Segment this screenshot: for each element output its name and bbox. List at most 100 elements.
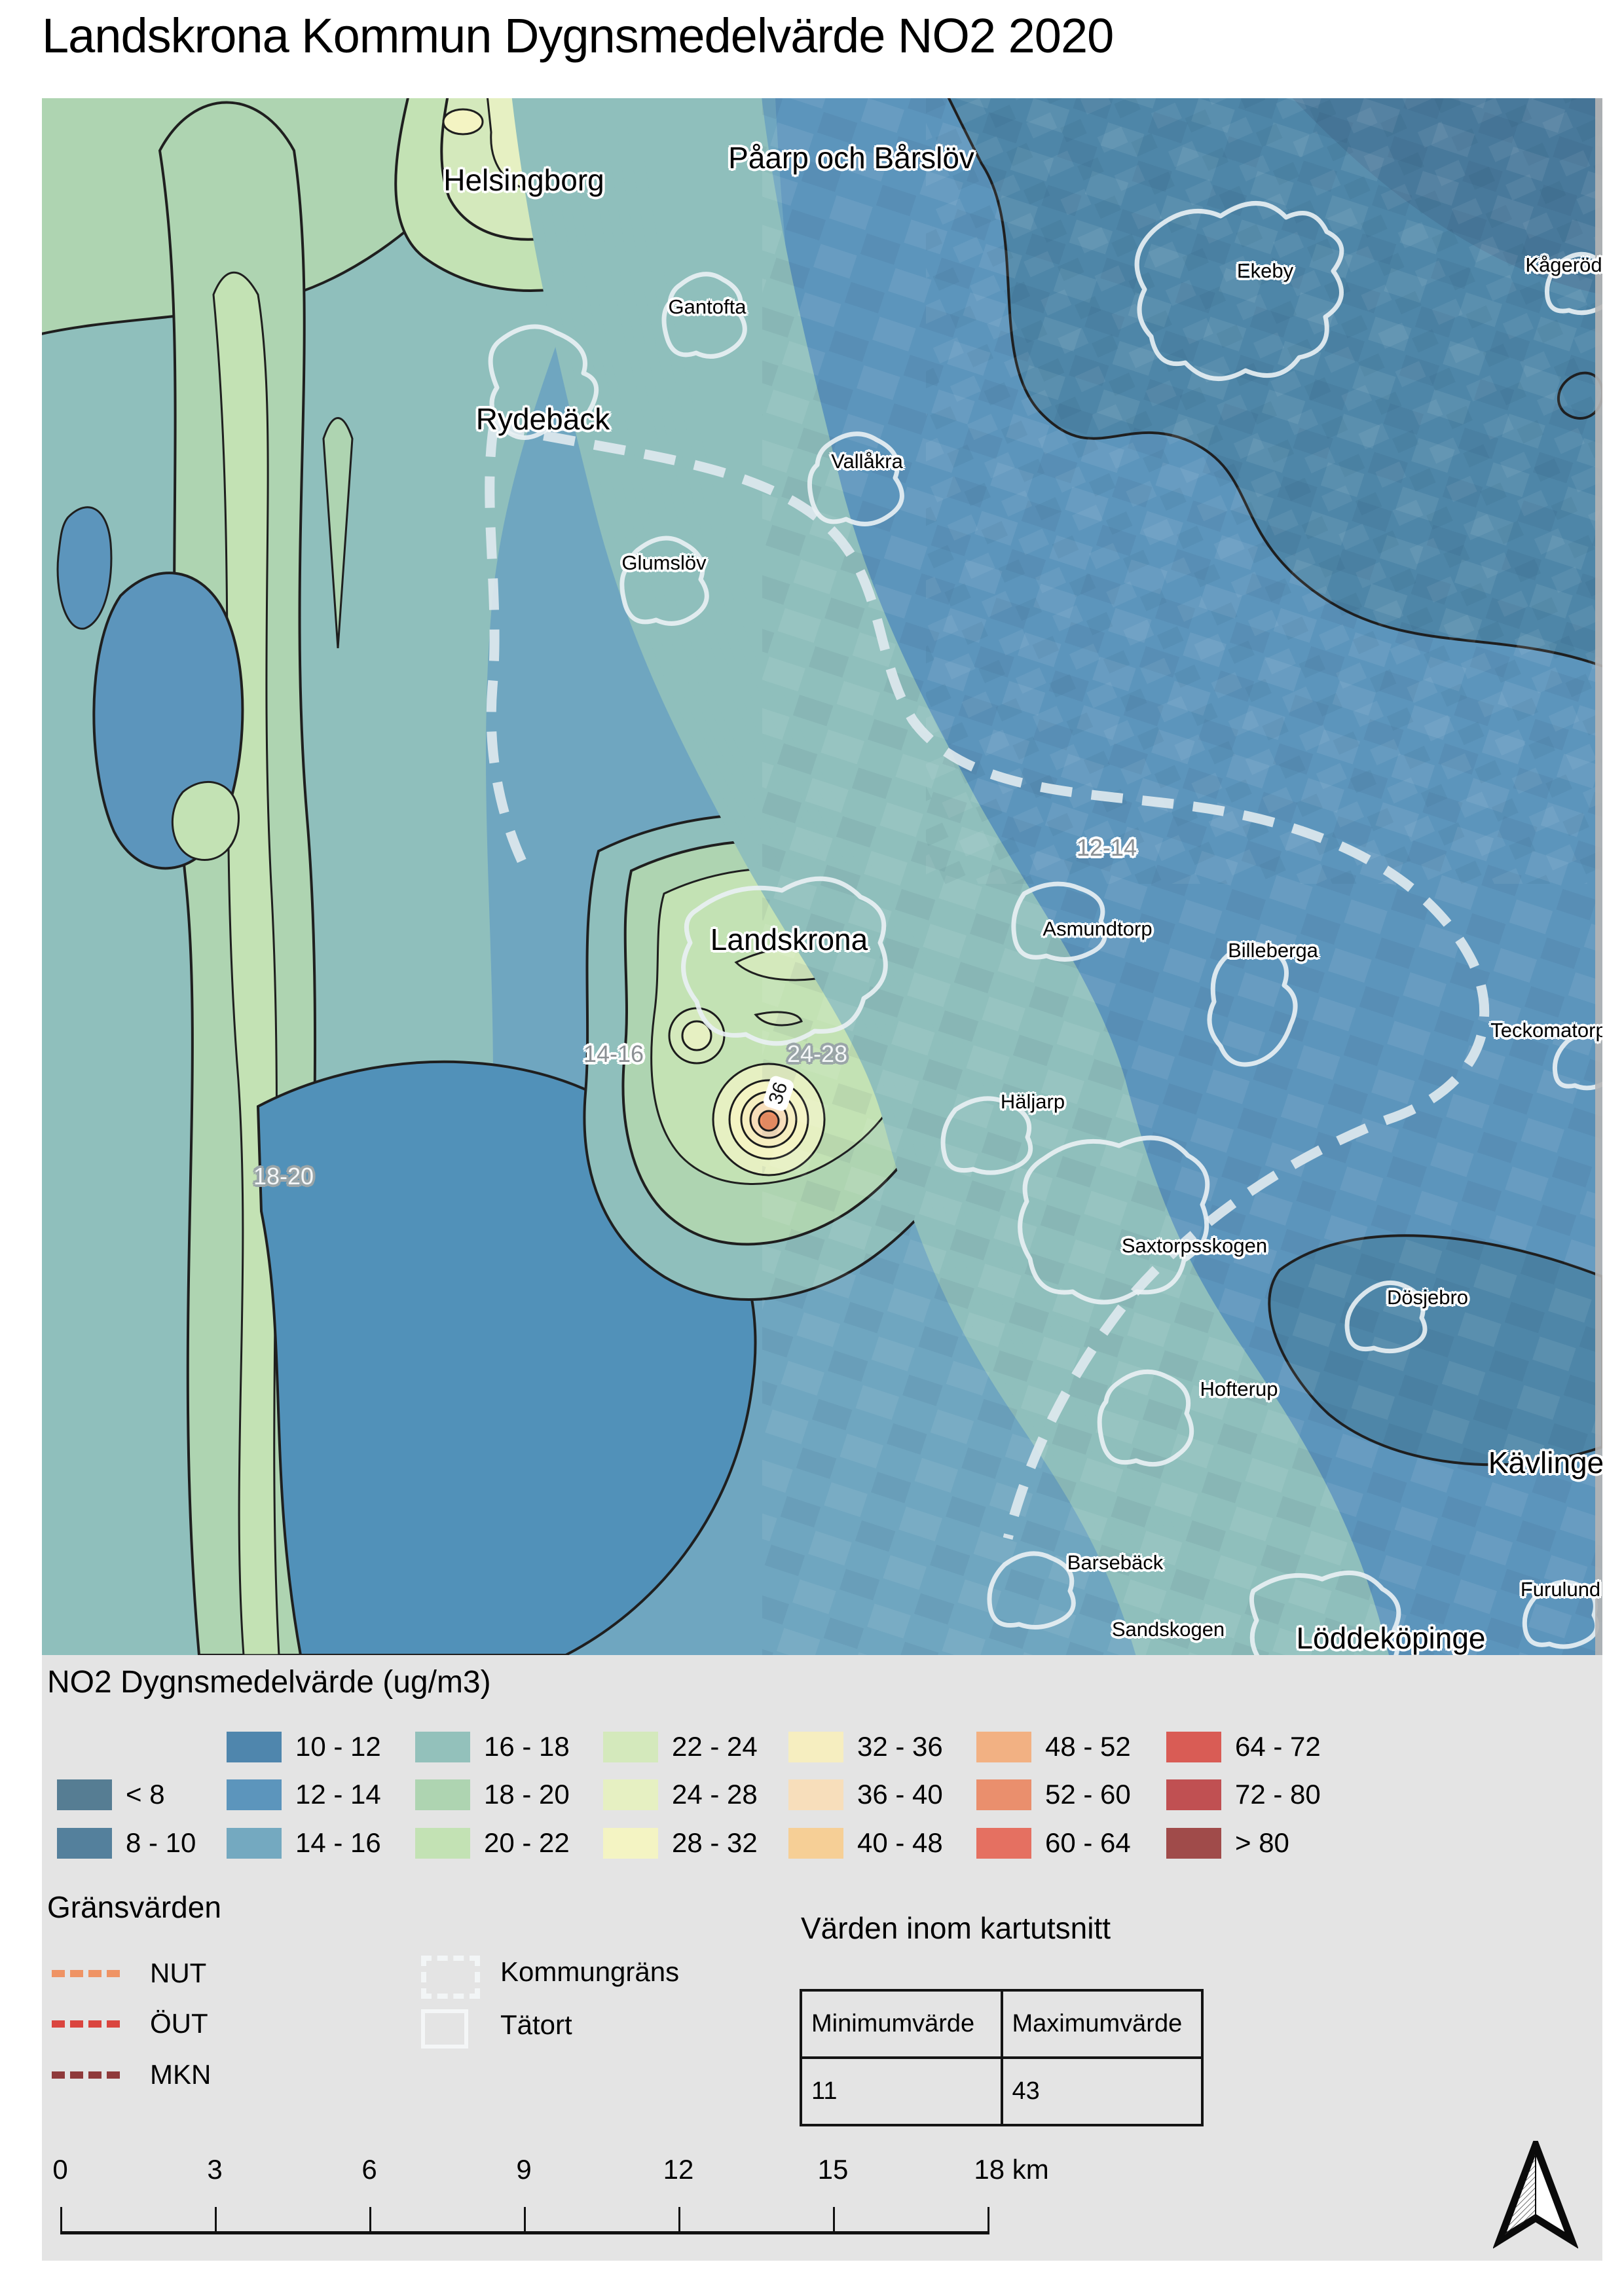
legend-class-label: 16 - 18 — [484, 1731, 570, 1762]
legend-swatch — [415, 1828, 470, 1859]
legend-swatch — [227, 1779, 282, 1810]
dash — [52, 2071, 65, 2079]
legend-swatch — [788, 1779, 843, 1810]
legend-class-label: 10 - 12 — [295, 1731, 381, 1762]
legend-swatch — [788, 1828, 843, 1859]
dash — [70, 2071, 83, 2079]
legend-class-label: 12 - 14 — [295, 1779, 381, 1810]
scale-bar-label: 9 — [516, 2154, 532, 2185]
legend-class-label: 40 - 48 — [857, 1827, 943, 1858]
scale-bar-label: 0 — [52, 2154, 68, 2185]
dashed-line-swatch — [52, 2020, 120, 2028]
legend-swatch — [976, 1732, 1031, 1762]
stats-title: Värden inom kartutsnitt — [801, 1911, 1111, 1945]
kommungrans-line — [492, 420, 1490, 1540]
limit-label: ÖUT — [150, 2008, 208, 2039]
scale-bar-label: 6 — [361, 2154, 377, 2185]
stats-table: Minimumvärde Maximumvärde 11 43 — [800, 1989, 1204, 2126]
legend-swatch — [1166, 1732, 1221, 1762]
legend-class-label: 28 - 32 — [672, 1827, 758, 1858]
scale-bar-tick — [215, 2207, 217, 2234]
legend-class-label: 18 - 20 — [484, 1779, 570, 1810]
blue-enclave-2 — [56, 506, 113, 630]
kommungrans-line-west — [485, 424, 531, 873]
legend-class-label: 48 - 52 — [1045, 1731, 1131, 1762]
legend-swatch — [976, 1828, 1031, 1859]
field-texture-ne — [926, 98, 1602, 884]
scale-bar-label: 3 — [207, 2154, 223, 2185]
north-arrow-icon — [1493, 2141, 1578, 2249]
legend-swatch — [603, 1828, 658, 1859]
dash — [88, 2020, 101, 2028]
legend-swatch — [603, 1779, 658, 1810]
scale-bar-label: 15 — [817, 2154, 849, 2185]
legend-class-label: > 80 — [1235, 1827, 1289, 1858]
boundary-label: Tätort — [500, 2009, 572, 2040]
legend-swatch — [415, 1779, 470, 1810]
kommungrans-swatch — [421, 1956, 480, 1999]
legend-swatch — [57, 1828, 112, 1859]
limit-label: MKN — [150, 2059, 212, 2090]
tatort-swatch — [421, 2009, 468, 2049]
map-edge-strip — [1595, 98, 1602, 1655]
legend-class-label: 64 - 72 — [1235, 1731, 1321, 1762]
dashed-line-swatch — [52, 2071, 120, 2079]
legend-class-label: 36 - 40 — [857, 1779, 943, 1810]
limit-label: NUT — [150, 1958, 207, 1988]
dash — [107, 2020, 120, 2028]
legend-swatch — [57, 1779, 112, 1810]
scale-bar-label: 18 km — [974, 2154, 1049, 2185]
green-spike-2 — [322, 417, 354, 649]
stats-col-min: Minimumvärde — [800, 1989, 1003, 2059]
map-canvas — [42, 98, 1602, 1655]
legend-class-label: 72 - 80 — [1235, 1779, 1321, 1810]
legend-class-label: 22 - 24 — [672, 1731, 758, 1762]
legend-swatch — [788, 1732, 843, 1762]
ring2-inner — [681, 1020, 712, 1051]
scale-bar-tick — [987, 2207, 989, 2234]
dashed-line-swatch — [52, 1969, 120, 1977]
dash — [88, 1969, 101, 1977]
legend-class-label: 14 - 16 — [295, 1827, 381, 1858]
dash — [107, 2071, 120, 2079]
scale-bar-label: 12 — [663, 2154, 694, 2185]
legend-swatch — [603, 1732, 658, 1762]
green-island — [171, 780, 240, 861]
legend-class-label: 20 - 22 — [484, 1827, 570, 1858]
page-title: Landskrona Kommun Dygnsmedelvärde NO2 20… — [42, 9, 1114, 63]
limit-item-mkn: MKN — [52, 2059, 211, 2090]
dash — [52, 1969, 65, 1977]
legend-class-label: 8 - 10 — [126, 1827, 196, 1858]
stats-col-max: Maximumvärde — [1000, 1989, 1204, 2059]
dash — [52, 2020, 65, 2028]
legend-class-label: < 8 — [126, 1779, 165, 1810]
legend-swatch — [976, 1779, 1031, 1810]
legend-swatch — [227, 1828, 282, 1859]
dash — [88, 2071, 101, 2079]
legend-swatch — [415, 1732, 470, 1762]
legend-class-label: 32 - 36 — [857, 1731, 943, 1762]
map-viewport[interactable]: Helsingborg Påarp och Bårslöv Gantofta Ryde… — [42, 98, 1602, 1655]
scale-bar-tick — [524, 2207, 526, 2234]
limits-title: Gränsvärden — [47, 1890, 221, 1924]
legend-swatch — [1166, 1828, 1221, 1859]
limit-item-öut: ÖUT — [52, 2008, 208, 2039]
scale-bar-tick — [678, 2207, 680, 2234]
legend-panel: NO2 Dygnsmedelvärde (ug/m3) < 8 8 - 10 10 … — [42, 1655, 1602, 2261]
legend-title: NO2 Dygnsmedelvärde (ug/m3) — [47, 1665, 491, 1700]
scale-bar-tick — [833, 2207, 835, 2234]
legend-swatch — [227, 1732, 282, 1762]
dash — [70, 1969, 83, 1977]
scale-bar-tick — [369, 2207, 371, 2234]
boundary-label: Kommungräns — [500, 1956, 680, 1987]
stats-value-min: 11 — [800, 2056, 1003, 2126]
dash — [70, 2020, 83, 2028]
legend-class-label: 60 - 64 — [1045, 1827, 1131, 1858]
legend-swatch — [1166, 1779, 1221, 1810]
legend-class-label: 24 - 28 — [672, 1779, 758, 1810]
legend-class-label: 52 - 60 — [1045, 1779, 1131, 1810]
scale-bar-tick — [60, 2207, 62, 2234]
limit-item-nut: NUT — [52, 1958, 206, 1989]
dash — [107, 1969, 120, 1977]
